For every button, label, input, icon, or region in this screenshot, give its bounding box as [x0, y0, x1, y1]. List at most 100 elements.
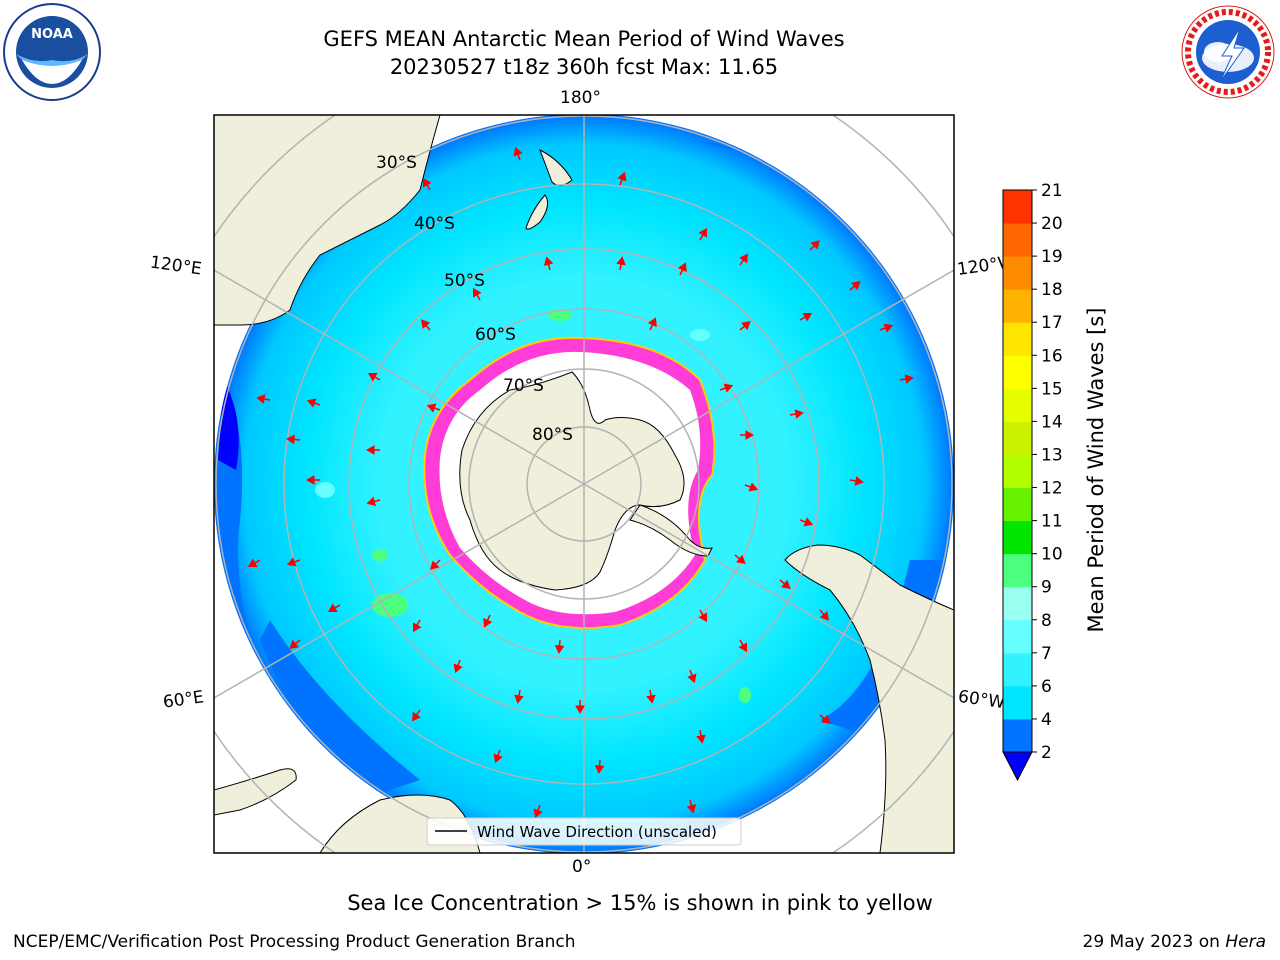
south-america [784, 360, 954, 853]
wind-arrow [899, 374, 914, 384]
legend-label: Wind Wave Direction (unscaled) [477, 823, 717, 841]
colorbar-tick-label: 2 [1041, 743, 1052, 763]
wind-arrow [739, 253, 749, 266]
lat-label-30s: 30°S [376, 153, 417, 173]
colorbar: 2 4 6 7 8 9 10 11 12 13 14 15 16 17 18 19 20 21 [1002, 181, 1063, 782]
colorbar-segment [1003, 421, 1032, 455]
wind-arrow [543, 256, 554, 271]
wind-arrow [740, 430, 755, 440]
colorbar-label: Mean Period of Wind Waves [s] [1084, 307, 1108, 633]
colorbar-tick-label: 4 [1041, 710, 1052, 730]
colorbar-segment [1003, 223, 1032, 257]
wind-arrow [698, 609, 708, 623]
colorbar-tick-label: 7 [1041, 644, 1052, 664]
colorbar-tick-label: 9 [1041, 578, 1052, 598]
wind-arrow [698, 227, 708, 241]
colorbar-segment [1003, 685, 1032, 720]
colorbar-frame [1002, 189, 1033, 753]
colorbar-segment [1003, 553, 1032, 588]
wind-arrow [646, 689, 656, 704]
wind-arrow [739, 320, 751, 331]
wind-arrow [305, 475, 320, 485]
wind-arrow [799, 312, 813, 322]
wind-arrow [420, 319, 431, 331]
lat-label-80s: 80°S [532, 425, 573, 445]
graticule [214, 115, 954, 853]
colorbar-segment [1003, 520, 1032, 555]
wind-arrow [789, 409, 804, 419]
colorbar-segment [1003, 454, 1032, 489]
chart-subtitle: 20230527 t18z 360h fcst Max: 11.65 [389, 55, 779, 79]
wind-arrow [849, 280, 861, 291]
colorbar-segment [1003, 388, 1032, 422]
wind-arrow [647, 317, 657, 331]
wind-arrow [256, 394, 271, 404]
wind-arrow [687, 669, 697, 684]
colorbar-tick-label: 14 [1041, 412, 1063, 432]
wind-arrow [744, 482, 759, 492]
wind-arrow [306, 398, 321, 408]
wind-arrow [686, 799, 697, 814]
wind-arrow [616, 256, 626, 271]
wind-arrow [513, 146, 523, 161]
wind-arrow [738, 639, 748, 653]
colorbar-tick-label: 20 [1041, 214, 1063, 234]
colorbar-tick-label: 8 [1041, 611, 1052, 631]
colorbar-segment [1003, 322, 1032, 356]
wind-arrow [327, 603, 341, 613]
wind-arrow [453, 659, 463, 674]
colorbar-segment [1003, 619, 1032, 654]
wind-arrow [809, 240, 820, 251]
wind-arrow [289, 639, 301, 650]
wind-arrow [533, 804, 543, 819]
lon-label-0: 0° [572, 857, 592, 877]
wind-arrow [286, 434, 301, 445]
lat-label-60s: 60°S [475, 325, 516, 345]
wind-arrow [472, 287, 482, 301]
colorbar-tick-label: 13 [1041, 445, 1063, 465]
noaa-logo-text: NOAA [31, 27, 73, 42]
colorbar-tick-label: 12 [1041, 479, 1063, 499]
wind-arrow [879, 323, 894, 333]
lat-label-40s: 40°S [414, 214, 455, 234]
colorbar-tick-label: 17 [1041, 313, 1063, 333]
colorbar-segment [1003, 289, 1032, 323]
wind-arrow [734, 554, 746, 565]
colorbar-tick-label: 16 [1041, 346, 1063, 366]
chart-title: GEFS MEAN Antarctic Mean Period of Wind … [323, 27, 845, 51]
wind-arrow [483, 614, 493, 628]
colorbar-segments [1003, 190, 1032, 753]
wind-arrow [819, 714, 831, 725]
wind-arrow [286, 557, 301, 567]
producer-credit: NCEP/EMC/Verification Post Processing Pr… [13, 932, 576, 952]
colorbar-segment [1003, 586, 1032, 621]
wind-arrow [422, 177, 432, 191]
wind-arrow [554, 639, 565, 654]
wind-arrow [365, 445, 380, 455]
colorbar-tick-label: 10 [1041, 545, 1063, 565]
noaa-logo: NOAA [3, 3, 101, 101]
machine-name: Hera [1225, 932, 1266, 952]
colorbar-segment [1003, 487, 1032, 522]
map-frame [213, 114, 955, 854]
colorbar-ticks: 2 4 6 7 8 9 10 11 12 13 14 15 16 17 18 19 20 21 [1032, 181, 1063, 763]
wind-arrow [426, 403, 441, 413]
lat-label-70s: 70°S [503, 376, 544, 396]
sea-ice-note: Sea Ice Concentration > 15% is shown in … [347, 891, 933, 915]
wind-arrow [617, 171, 627, 186]
wind-arrow [849, 476, 864, 486]
colorbar-segment [1003, 355, 1032, 389]
wind-arrow [799, 517, 814, 527]
colorbar-tick-label: 21 [1041, 181, 1063, 201]
wind-arrow [367, 372, 381, 382]
lat-label-50s: 50°S [444, 271, 485, 291]
wind-arrow [719, 383, 734, 393]
wind-arrow [430, 559, 441, 570]
colorbar-tick-label: 19 [1041, 247, 1063, 267]
colorbar-segment [1003, 190, 1032, 224]
colorbar-tick-label: 11 [1041, 512, 1063, 532]
wind-arrow [366, 496, 381, 507]
colorbar-under-triangle [1002, 751, 1033, 782]
run-date: 29 May 2023 on Hera [1083, 932, 1267, 952]
